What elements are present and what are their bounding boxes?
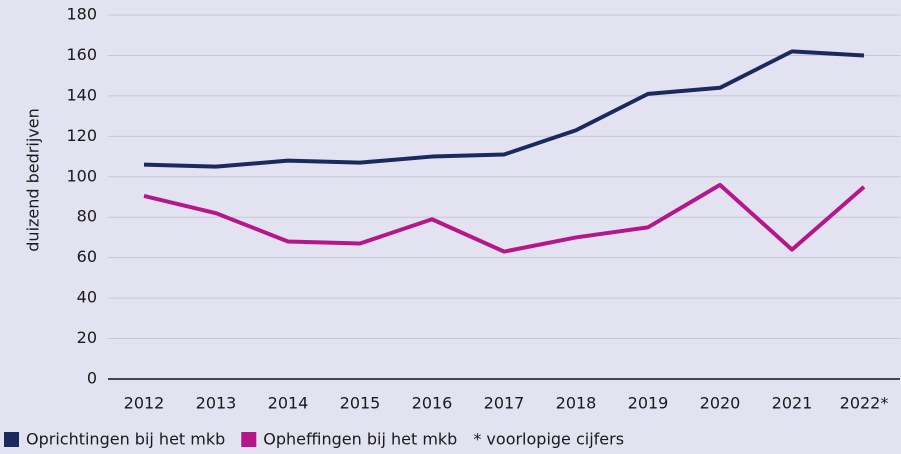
x-tick-label: 2015: [340, 394, 381, 413]
y-axis-label: duizend bedrijven: [24, 108, 43, 251]
x-tick-label: 2018: [556, 394, 597, 413]
legend-label: Opheffingen bij het mkb: [263, 430, 457, 449]
y-tick-label: 160: [66, 45, 97, 64]
x-tick-label: 2020: [700, 394, 741, 413]
y-tick-label: 80: [77, 207, 97, 226]
y-tick-label: 140: [66, 85, 97, 104]
legend-swatch: [4, 432, 19, 447]
y-tick-label: 0: [87, 369, 97, 388]
line-series: [143, 49, 865, 169]
y-tick-label: 40: [77, 288, 97, 307]
y-tick-label: 120: [66, 126, 97, 145]
note: * voorlopige cijfers: [473, 430, 624, 449]
x-tick-label: 2017: [484, 394, 525, 413]
y-tick-label: 180: [66, 5, 97, 24]
y-tick-label: 100: [66, 166, 97, 185]
legend-label: Oprichtingen bij het mkb: [26, 430, 225, 449]
y-tick-label: 20: [77, 328, 97, 347]
x-tick-label: 2012: [124, 394, 165, 413]
x-tick-label: 2021: [772, 394, 813, 413]
x-tick-label: 2013: [196, 394, 237, 413]
x-tick-label: 2019: [628, 394, 669, 413]
x-tick-label: 2022*: [840, 394, 889, 413]
legend-swatch: [241, 432, 257, 447]
x-tick-label: 2014: [268, 394, 309, 413]
line-series: [143, 182, 866, 254]
x-tick-label: 2016: [412, 394, 453, 413]
y-tick-label: 60: [77, 247, 97, 266]
